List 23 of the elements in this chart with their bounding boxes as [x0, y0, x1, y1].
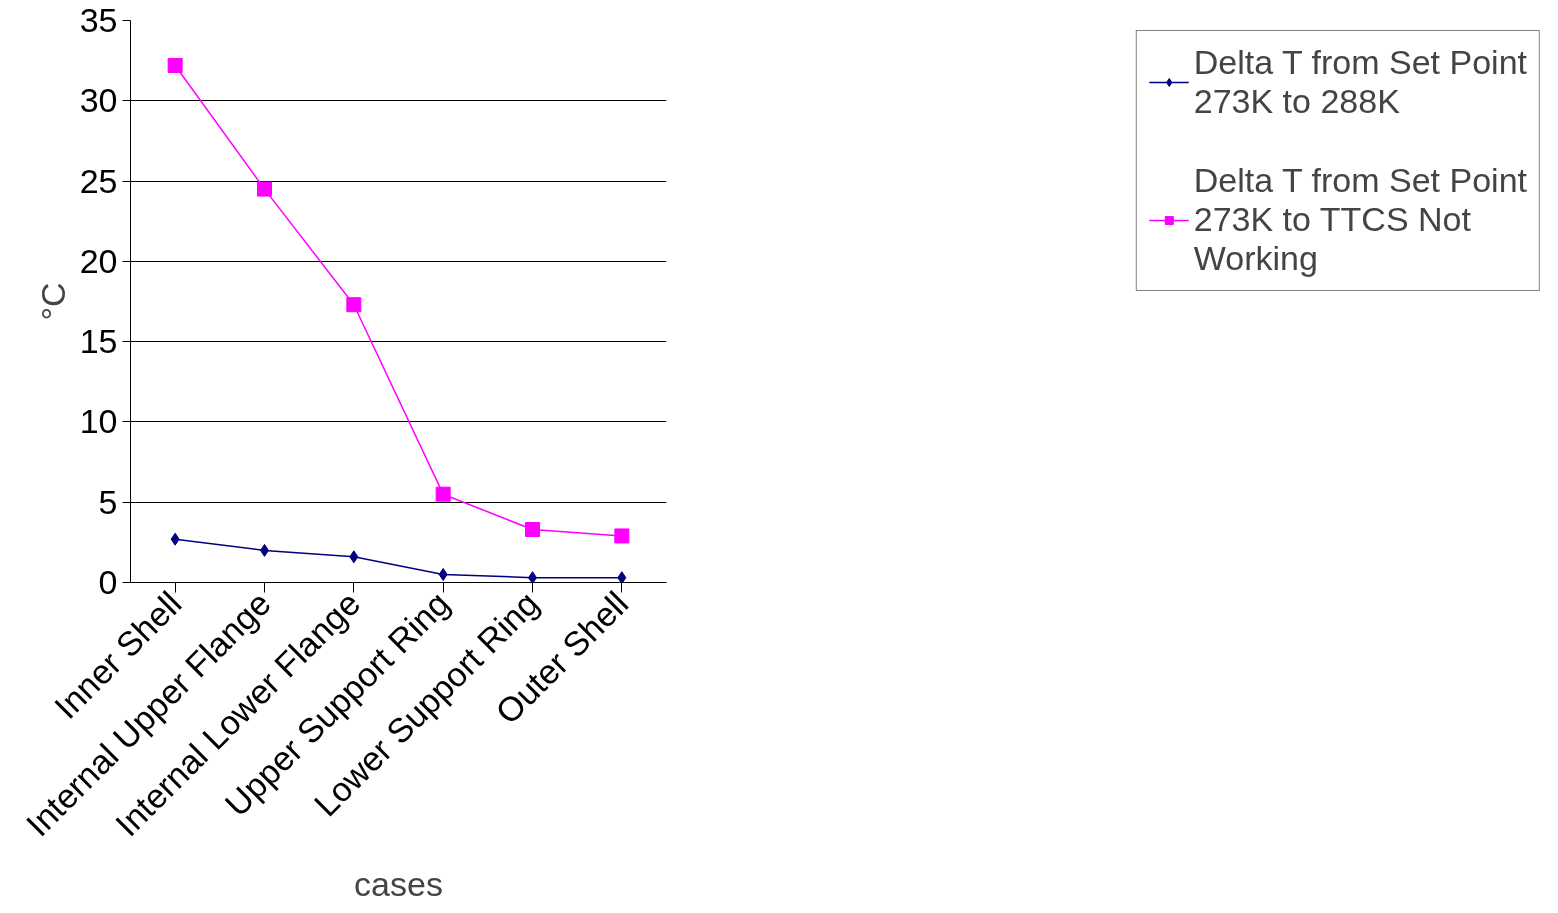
y-tick-label: 0	[98, 563, 118, 601]
point	[257, 181, 272, 197]
legend-label: Delta T from Set Point 273K to TTCS Not Working	[1193, 161, 1527, 278]
y-axis-title: °C	[33, 282, 72, 321]
y-tick-label: 30	[79, 81, 118, 120]
point	[349, 550, 359, 564]
point	[525, 522, 540, 538]
y-tick-label: 10	[79, 402, 118, 441]
point	[617, 571, 627, 583]
point	[170, 532, 180, 546]
y-tick-label: 25	[79, 161, 118, 200]
point	[167, 57, 183, 73]
point	[528, 571, 537, 583]
legend-label: Delta T from Set Point 273K to 288K	[1193, 43, 1527, 121]
point	[346, 297, 362, 313]
point	[614, 528, 630, 544]
point	[438, 567, 448, 581]
x-axis-title: cases	[354, 864, 443, 903]
y-tick-label: 5	[98, 482, 118, 521]
y-tick-label: 35	[79, 1, 118, 39]
y-tick-label: 20	[79, 241, 118, 280]
y-tick-label: 15	[79, 322, 118, 361]
point	[435, 486, 451, 502]
